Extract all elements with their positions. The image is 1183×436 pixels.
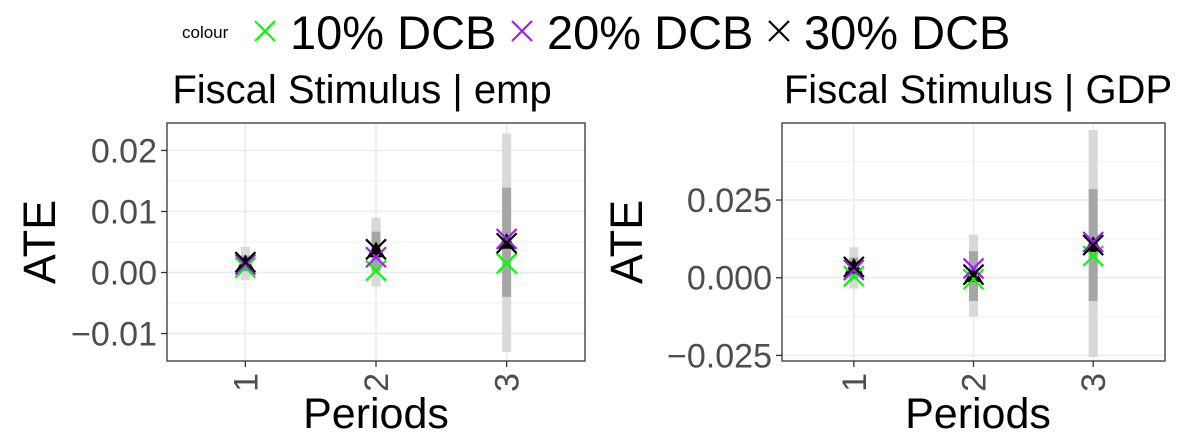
series-marker <box>843 265 865 287</box>
x-tick-label: 2 <box>358 373 396 392</box>
series-marker <box>1082 234 1104 256</box>
x-ticks: 1 2 3 <box>836 361 1113 392</box>
points <box>234 228 518 282</box>
series-marker <box>234 256 257 279</box>
marker-stroke <box>495 252 518 275</box>
marker-stroke <box>843 265 865 287</box>
legend-key-10 <box>254 20 276 42</box>
x-tick-label: 3 <box>1075 373 1113 392</box>
marker-stroke <box>1082 231 1104 253</box>
y-ticks: −0.025 0.000 0.025 <box>667 182 782 375</box>
y-axis-label: ATE <box>601 200 652 284</box>
panel-gdp: Fiscal Stimulus | GDP −0.025 0.000 0.025 1… <box>601 68 1172 436</box>
y-ticks: −0.01 0.00 0.01 0.02 <box>71 132 167 354</box>
series-marker <box>495 252 518 275</box>
series-marker <box>234 251 257 273</box>
y-tick-label: 0.02 <box>91 132 157 170</box>
x-tick-label: 3 <box>489 373 527 392</box>
legend-label-10: 10% DCB <box>290 6 496 59</box>
marker-stroke <box>1082 234 1104 256</box>
legend-label-20: 20% DCB <box>547 6 753 59</box>
panel-emp: Fiscal Stimulus | emp −0.010.000.010.02 … <box>14 68 586 436</box>
x-ticks: 1 2 3 <box>227 361 527 392</box>
series-marker <box>962 263 985 286</box>
series-marker <box>495 228 518 250</box>
series-marker <box>962 257 985 280</box>
marker-stroke <box>365 246 387 269</box>
marker-stroke <box>495 228 518 250</box>
legend-key-20 <box>511 20 533 42</box>
marker-stroke <box>843 259 865 281</box>
x-axis-label: Periods <box>303 390 449 436</box>
series-marker <box>234 253 257 276</box>
y-tick-label: 0.01 <box>91 193 157 231</box>
y-tick-label: 0.000 <box>687 260 772 298</box>
marker-stroke <box>843 256 865 278</box>
marker-stroke <box>962 268 985 291</box>
marker-stroke <box>495 232 518 254</box>
marker-stroke <box>234 251 257 273</box>
y-axis-label: ATE <box>14 200 65 284</box>
series-marker <box>843 259 865 281</box>
series-marker <box>843 256 865 278</box>
x-tick-label: 2 <box>956 373 994 392</box>
series-marker <box>495 232 518 254</box>
legend-title: colour <box>182 23 229 42</box>
marker-stroke <box>365 238 387 261</box>
legend-label-30: 30% DCB <box>804 6 1010 59</box>
points <box>843 231 1104 291</box>
panel-title: Fiscal Stimulus | emp <box>172 68 551 112</box>
marker-stroke <box>234 253 257 276</box>
marker-stroke <box>234 256 257 279</box>
marker-stroke <box>962 263 985 286</box>
legend-key-30 <box>768 20 790 42</box>
series-marker <box>1082 231 1104 253</box>
x-tick-label: 1 <box>836 373 874 392</box>
panel-title: Fiscal Stimulus | GDP <box>784 68 1172 112</box>
x-tick-label: 1 <box>227 373 265 392</box>
x-axis-label: Periods <box>905 390 1051 436</box>
y-tick-label: 0.00 <box>91 255 157 293</box>
legend: colour 10% DCB 20% DCB 30% DCB <box>182 6 1010 59</box>
series-marker <box>365 246 387 269</box>
series-marker <box>962 268 985 291</box>
y-tick-label: −0.025 <box>667 337 772 375</box>
series-marker <box>365 238 387 261</box>
marker-stroke <box>962 257 985 280</box>
y-tick-label: −0.01 <box>71 316 157 354</box>
y-tick-label: 0.025 <box>687 182 772 220</box>
